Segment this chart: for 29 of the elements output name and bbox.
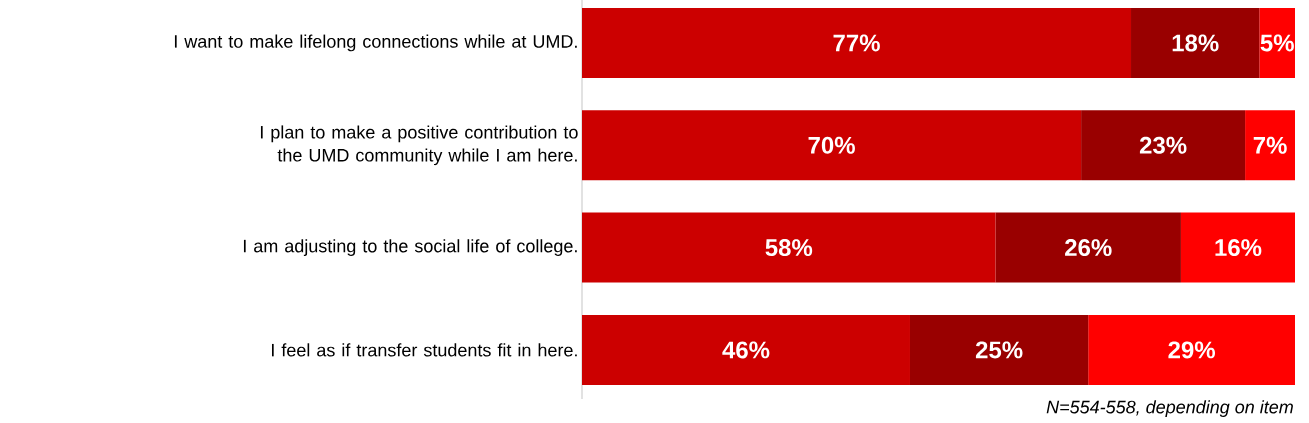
- data-label: 18%: [1172, 34, 1219, 52]
- bar: [582, 212, 996, 283]
- text: N=554-558, depending on item: [1046, 400, 1293, 417]
- data-label: 23%: [1139, 136, 1187, 154]
- data-label: 46%: [722, 341, 770, 359]
- data-label: 26%: [1065, 239, 1112, 257]
- data-label: 5%: [1260, 34, 1294, 52]
- data-label: 16%: [1215, 239, 1262, 257]
- bar: [1088, 314, 1296, 385]
- bar: [1180, 212, 1296, 283]
- bar: [1081, 110, 1246, 181]
- bar: [995, 212, 1181, 283]
- bar: [909, 314, 1089, 385]
- y-tick-label: I am adjusting to the social life of college.: [243, 239, 577, 256]
- y-tick-label: I plan to make a positive contribution to the UMD community while I am here.: [260, 125, 578, 166]
- bar: [1245, 110, 1296, 181]
- bar: [582, 7, 1132, 78]
- bar: [582, 110, 1082, 181]
- data-label: 70%: [808, 136, 855, 154]
- data-label: 77%: [833, 34, 880, 52]
- y-tick-label: I feel as if transfer students fit in here.: [272, 343, 577, 357]
- bar: [582, 314, 910, 385]
- data-label: 58%: [765, 239, 813, 257]
- data-label: 29%: [1168, 341, 1215, 359]
- data-label: 7%: [1253, 136, 1287, 154]
- bar: [1131, 7, 1260, 78]
- y-tick-label: I want to make lifelong connections while at UMD.: [174, 34, 577, 52]
- data-label: 25%: [975, 341, 1023, 359]
- bar: [1259, 7, 1296, 78]
